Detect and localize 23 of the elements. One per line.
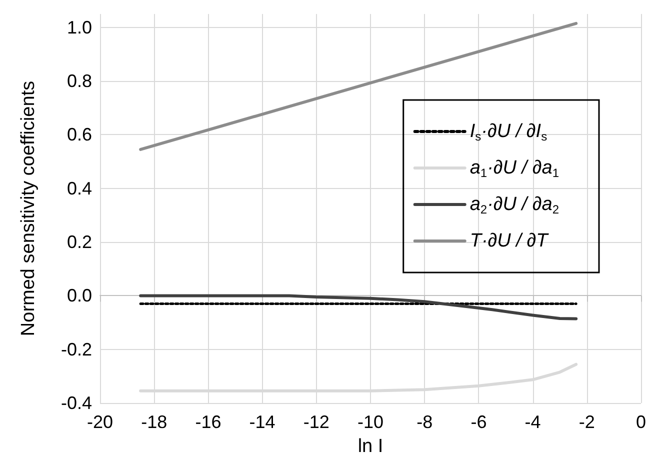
x-tick-label: -4 — [524, 412, 541, 432]
y-tick-label: 0.8 — [66, 71, 92, 92]
legend-label: T·∂U / ∂T — [470, 230, 550, 252]
y-tick-label: 0.0 — [66, 286, 92, 306]
x-tick-label: -2 — [578, 412, 595, 432]
line-series — [139, 294, 578, 320]
x-tick-label: -10 — [357, 412, 384, 432]
x-tick-label: -18 — [141, 412, 168, 432]
x-tick-label: -6 — [470, 412, 487, 432]
x-tick-label: -20 — [86, 412, 114, 432]
y-tick-label: -0.4 — [60, 393, 92, 413]
y-tick-label: 0.4 — [66, 178, 92, 198]
y-tick-label: 0.6 — [66, 124, 92, 145]
y-tick-label: 0.2 — [66, 232, 92, 252]
y-axis-title: Normed sensitivity coefficients — [18, 80, 39, 336]
x-axis-title: ln I — [358, 436, 384, 457]
y-tick-label: 1.0 — [66, 17, 92, 38]
x-tick-label: -8 — [416, 412, 433, 432]
x-tick-label: 0 — [636, 412, 646, 432]
x-tick-label: -12 — [303, 412, 330, 432]
x-tick-label: -14 — [249, 412, 276, 432]
y-tick-label: -0.2 — [60, 339, 92, 360]
x-tick-label: -16 — [195, 412, 222, 432]
